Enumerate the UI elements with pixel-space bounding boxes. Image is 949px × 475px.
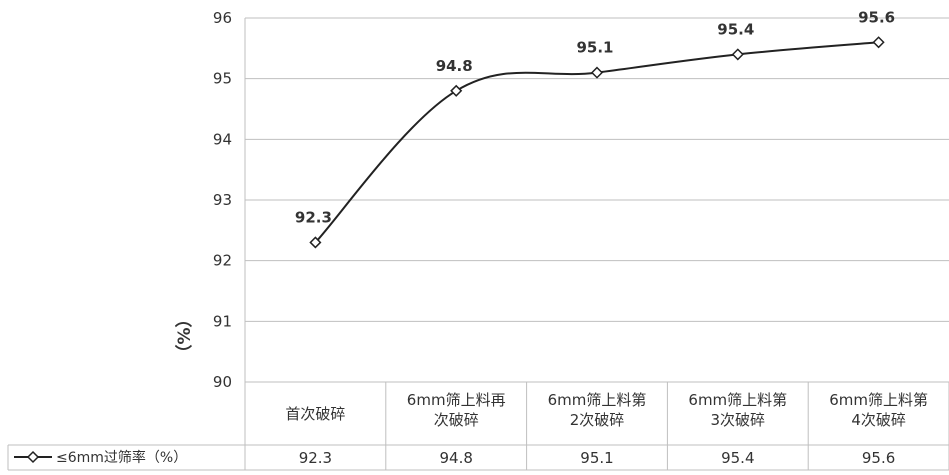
data-point-marker [450, 84, 463, 97]
data-label-layer: 92.3 94.8 95.1 95.4 95.6 [295, 8, 895, 226]
grid-layer [244, 17, 949, 383]
x-category-label: 6mm筛上料再 [407, 391, 506, 409]
y-tick-label: 90 [213, 373, 232, 391]
table-value-cell: 94.8 [439, 449, 472, 467]
data-point-marker [872, 36, 885, 49]
data-label: 94.8 [436, 57, 473, 75]
data-label: 92.3 [295, 208, 332, 226]
data-point-marker [731, 48, 744, 61]
data-label: 95.1 [576, 39, 613, 57]
y-tick-label: 92 [213, 252, 232, 270]
table-value-cell: 95.4 [721, 449, 754, 467]
x-category-label: 3次破碎 [711, 411, 766, 429]
x-category-label: 次破碎 [434, 411, 479, 429]
table-value-cell: 92.3 [299, 449, 332, 467]
series-line-layer [309, 36, 885, 249]
series-line [314, 41, 879, 244]
y-tick-label: 93 [213, 191, 232, 209]
data-point-marker [590, 66, 604, 79]
legend: ≤6mm过筛率（%） [14, 449, 187, 466]
legend-label: ≤6mm过筛率（%） [56, 449, 187, 466]
y-axis-label: （%） [174, 310, 195, 361]
data-label: 95.4 [717, 20, 754, 38]
y-tick-label: 94 [213, 130, 232, 148]
x-category-label: 6mm筛上料第 [548, 391, 647, 409]
x-category-label: 6mm筛上料第 [688, 391, 787, 409]
y-axis-ticks: 90 91 92 93 94 95 96 [213, 9, 232, 391]
y-tick-label: 96 [213, 9, 232, 27]
data-point-marker [309, 236, 322, 249]
x-category-label: 2次破碎 [570, 411, 625, 429]
table-value-cell: 95.1 [580, 449, 613, 467]
y-tick-label: 91 [213, 312, 232, 330]
x-category-label: 6mm筛上料第 [829, 391, 928, 409]
x-category-label: 4次破碎 [851, 411, 906, 429]
table-value-cell: 95.6 [862, 449, 895, 467]
data-label: 95.6 [858, 8, 895, 26]
legend-marker [26, 450, 40, 464]
x-category-label: 首次破碎 [285, 405, 345, 423]
y-tick-label: 95 [213, 70, 232, 88]
